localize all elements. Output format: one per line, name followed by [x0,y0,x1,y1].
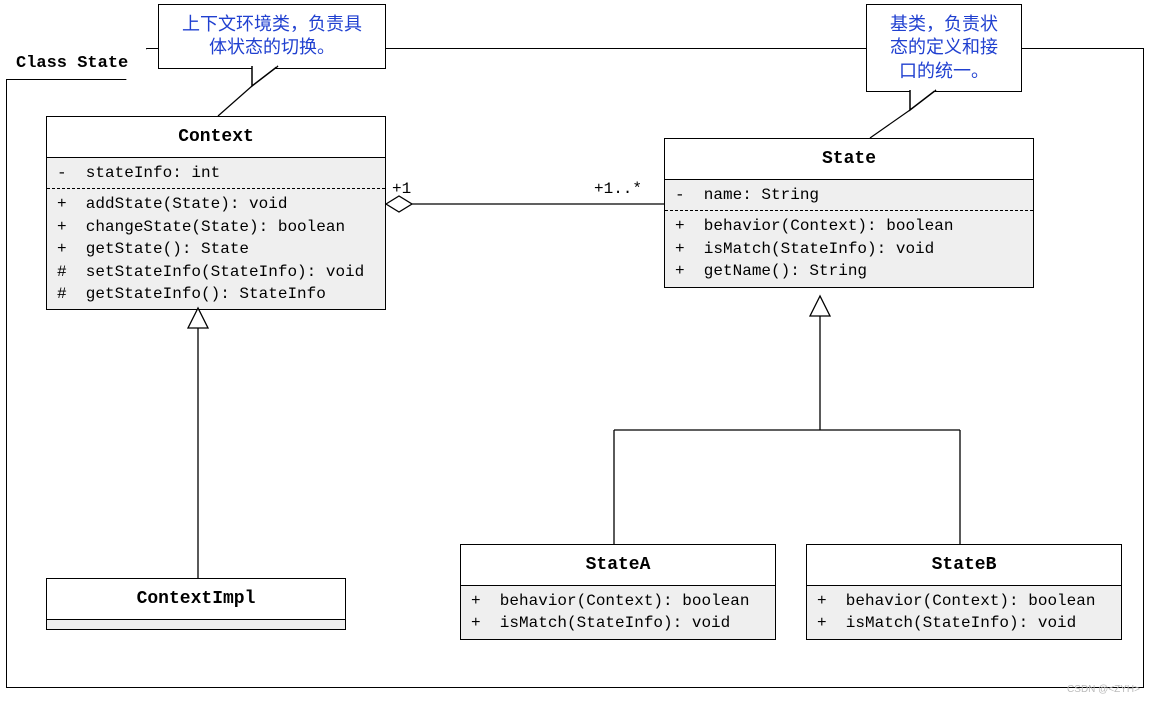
class-contextimpl-empty [47,619,345,629]
class-contextimpl-name: ContextImpl [47,579,345,619]
multiplicity-context: +1 [392,180,411,198]
class-statea-methods: + behavior(Context): boolean + isMatch(S… [461,586,775,639]
callout-state-line1: 基类，负责状 [890,14,998,34]
class-stateb-name: StateB [807,545,1121,586]
callout-state: 基类，负责状 态的定义和接 口的统一。 [866,4,1022,92]
frame-title: Class State [6,48,147,80]
method-row: + behavior(Context): boolean [471,590,765,612]
method-row: # setStateInfo(StateInfo): void [57,261,375,283]
class-context-methods: + addState(State): void + changeState(St… [47,189,385,309]
multiplicity-state: +1..* [594,180,642,198]
method-row: + behavior(Context): boolean [675,215,1023,237]
class-context-attrs: - stateInfo: int [47,158,385,189]
class-state-name: State [665,139,1033,180]
callout-context-line2: 体状态的切换。 [209,37,335,57]
method-row: + changeState(State): boolean [57,216,375,238]
class-statea: StateA + behavior(Context): boolean + is… [460,544,776,640]
method-row: + isMatch(StateInfo): void [817,612,1111,634]
method-row: + isMatch(StateInfo): void [675,238,1023,260]
method-row: + isMatch(StateInfo): void [471,612,765,634]
callout-state-line3: 口的统一。 [899,61,989,81]
class-state-methods: + behavior(Context): boolean + isMatch(S… [665,211,1033,286]
class-contextimpl: ContextImpl [46,578,346,630]
callout-state-line2: 态的定义和接 [890,37,998,57]
class-context-name: Context [47,117,385,158]
class-state: State - name: String + behavior(Context)… [664,138,1034,288]
method-row: + getState(): State [57,238,375,260]
attr-row: - stateInfo: int [57,162,375,184]
attr-row: - name: String [675,184,1023,206]
method-row: + getName(): String [675,260,1023,282]
watermark: CSDN @<ZYH> [1067,684,1140,695]
class-stateb-methods: + behavior(Context): boolean + isMatch(S… [807,586,1121,639]
callout-context-line1: 上下文环境类，负责具 [182,14,362,34]
class-state-attrs: - name: String [665,180,1033,211]
class-context: Context - stateInfo: int + addState(Stat… [46,116,386,310]
method-row: + behavior(Context): boolean [817,590,1111,612]
class-statea-name: StateA [461,545,775,586]
method-row: + addState(State): void [57,193,375,215]
class-stateb: StateB + behavior(Context): boolean + is… [806,544,1122,640]
callout-context: 上下文环境类，负责具 体状态的切换。 [158,4,386,69]
method-row: # getStateInfo(): StateInfo [57,283,375,305]
